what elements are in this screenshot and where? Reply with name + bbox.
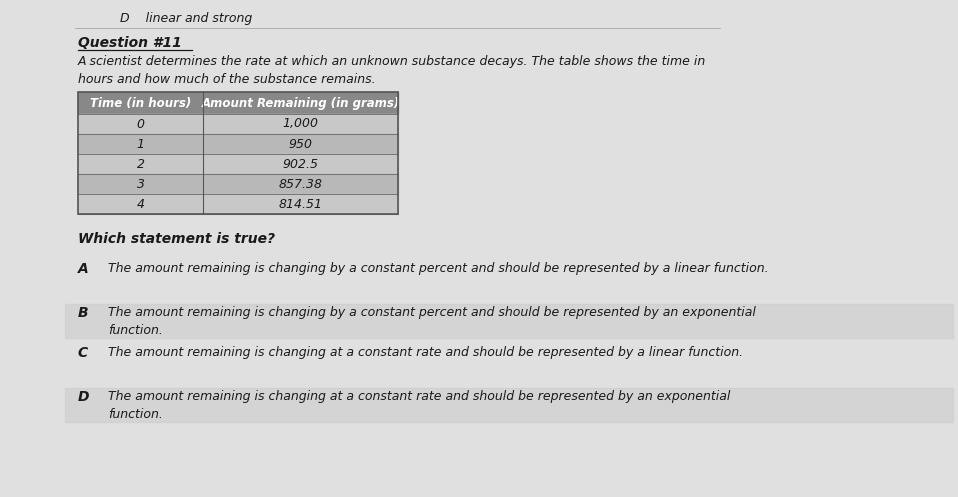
Text: 902.5: 902.5: [283, 158, 318, 170]
Text: 1: 1: [136, 138, 145, 151]
Text: D: D: [78, 390, 89, 404]
Text: D    linear and strong: D linear and strong: [120, 12, 252, 25]
Bar: [78, 194, 398, 214]
Text: 0: 0: [136, 117, 145, 131]
Text: The amount remaining is changing at a constant rate and should be represented by: The amount remaining is changing at a co…: [108, 390, 730, 421]
Bar: [78, 114, 398, 134]
Text: 4: 4: [136, 197, 145, 211]
Text: 950: 950: [288, 138, 312, 151]
Bar: [78, 92, 398, 214]
Text: 3: 3: [136, 177, 145, 190]
Text: The amount remaining is changing by a constant percent and should be represented: The amount remaining is changing by a co…: [108, 262, 768, 275]
Text: The amount remaining is changing at a constant rate and should be represented by: The amount remaining is changing at a co…: [108, 346, 743, 359]
Bar: [78, 154, 398, 174]
Bar: [78, 92, 398, 114]
Bar: [65, 388, 953, 422]
Bar: [65, 304, 953, 338]
Text: 814.51: 814.51: [279, 197, 323, 211]
Text: C: C: [78, 346, 88, 360]
Text: Question #11: Question #11: [78, 36, 182, 50]
Text: A: A: [78, 262, 89, 276]
Text: The amount remaining is changing by a constant percent and should be represented: The amount remaining is changing by a co…: [108, 306, 756, 337]
Bar: [78, 174, 398, 194]
Text: Which statement is true?: Which statement is true?: [78, 232, 275, 246]
Text: 1,000: 1,000: [283, 117, 318, 131]
Text: Amount Remaining (in grams): Amount Remaining (in grams): [201, 96, 399, 109]
Bar: [78, 134, 398, 154]
Text: B: B: [78, 306, 89, 320]
Text: 2: 2: [136, 158, 145, 170]
Text: A scientist determines the rate at which an unknown substance decays. The table : A scientist determines the rate at which…: [78, 55, 706, 86]
Text: Time (in hours): Time (in hours): [90, 96, 192, 109]
Text: 857.38: 857.38: [279, 177, 323, 190]
